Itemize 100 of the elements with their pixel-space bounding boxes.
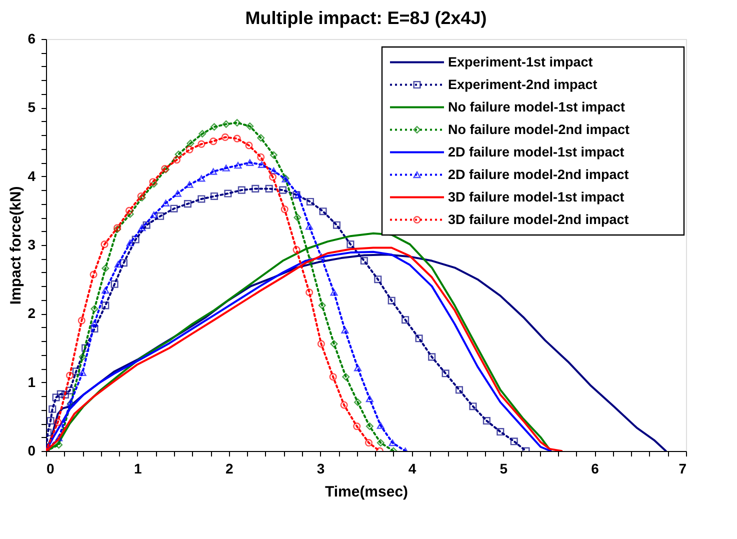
point xyxy=(402,316,410,324)
point xyxy=(100,240,108,248)
x-tick-label: 7 xyxy=(678,460,687,476)
point xyxy=(48,405,56,413)
legend-label: No failure model-1st impact xyxy=(448,99,626,114)
point xyxy=(496,428,504,436)
y-tick-label: 2 xyxy=(28,305,36,322)
y-tick-label: 3 xyxy=(28,236,36,252)
point xyxy=(102,264,110,272)
point xyxy=(186,140,194,148)
point xyxy=(482,417,490,425)
y-tick-label: 1 xyxy=(28,374,36,390)
point xyxy=(198,195,206,203)
point xyxy=(366,395,374,402)
point xyxy=(246,122,254,130)
point xyxy=(317,340,325,348)
point xyxy=(142,221,150,229)
point xyxy=(210,168,218,175)
point xyxy=(246,159,254,166)
point xyxy=(279,186,287,194)
point xyxy=(306,288,314,296)
y-axis-title: Impact force(kN) xyxy=(8,186,25,305)
point xyxy=(186,146,194,154)
y-tick-label: 4 xyxy=(28,168,36,184)
point xyxy=(270,151,278,159)
point xyxy=(90,305,98,313)
legend-label: 2D failure model-2nd impact xyxy=(448,166,630,182)
point xyxy=(346,240,354,248)
point xyxy=(306,198,314,206)
point xyxy=(366,422,374,430)
point xyxy=(78,353,86,361)
legend-label: No failure model-2nd impact xyxy=(448,122,630,137)
point xyxy=(198,175,206,182)
x-axis-title: Time(msec) xyxy=(324,484,408,500)
point xyxy=(156,212,164,220)
point xyxy=(184,200,192,208)
point xyxy=(354,398,362,406)
point xyxy=(265,184,273,192)
point xyxy=(55,441,63,449)
point xyxy=(364,439,373,447)
point xyxy=(210,123,218,131)
point xyxy=(66,372,74,380)
point xyxy=(374,276,382,284)
point xyxy=(292,246,300,254)
point xyxy=(330,289,338,296)
point xyxy=(428,353,436,361)
point xyxy=(55,434,63,442)
point xyxy=(54,418,62,426)
point xyxy=(222,120,230,128)
point xyxy=(342,373,350,381)
point xyxy=(114,260,122,268)
point xyxy=(90,325,98,333)
point xyxy=(125,206,133,214)
point xyxy=(354,364,362,372)
x-tick-label: 6 xyxy=(591,460,600,476)
point xyxy=(102,286,110,294)
y-tick-label: 5 xyxy=(28,99,36,116)
point xyxy=(257,153,265,161)
legend-label: 3D failure model-1st impact xyxy=(448,189,625,204)
x-tick-label: 3 xyxy=(316,460,325,476)
point xyxy=(138,224,146,232)
chart-title: Multiple impact: E=8J (2x4J) xyxy=(245,8,487,28)
point xyxy=(221,133,229,141)
x-tick-label: 2 xyxy=(225,460,234,476)
point xyxy=(52,394,60,402)
point xyxy=(245,142,253,150)
point xyxy=(268,173,277,181)
point xyxy=(150,211,158,218)
point xyxy=(318,302,326,310)
point xyxy=(120,259,128,267)
point xyxy=(376,439,384,447)
point xyxy=(252,184,260,192)
point xyxy=(162,200,170,206)
point xyxy=(126,240,134,246)
point xyxy=(150,180,158,188)
y-tick-label: 6 xyxy=(28,30,36,46)
point xyxy=(388,296,396,304)
point xyxy=(455,386,464,394)
point xyxy=(317,253,325,260)
x-tick-label: 0 xyxy=(46,460,54,476)
point xyxy=(46,417,54,425)
point xyxy=(56,390,64,398)
point xyxy=(234,162,242,169)
point xyxy=(210,138,218,146)
point xyxy=(78,316,86,324)
point xyxy=(222,164,230,172)
x-tick-label: 4 xyxy=(408,460,416,476)
point xyxy=(198,140,206,148)
legend-label: 3D failure model-2nd impact xyxy=(448,212,630,227)
point xyxy=(340,401,348,409)
point xyxy=(174,150,182,158)
point xyxy=(90,320,98,327)
point xyxy=(353,422,361,430)
point xyxy=(280,206,288,214)
point xyxy=(388,439,396,446)
point xyxy=(66,386,74,394)
point xyxy=(174,190,182,197)
point xyxy=(238,186,246,194)
point xyxy=(258,161,266,168)
point xyxy=(469,402,477,410)
